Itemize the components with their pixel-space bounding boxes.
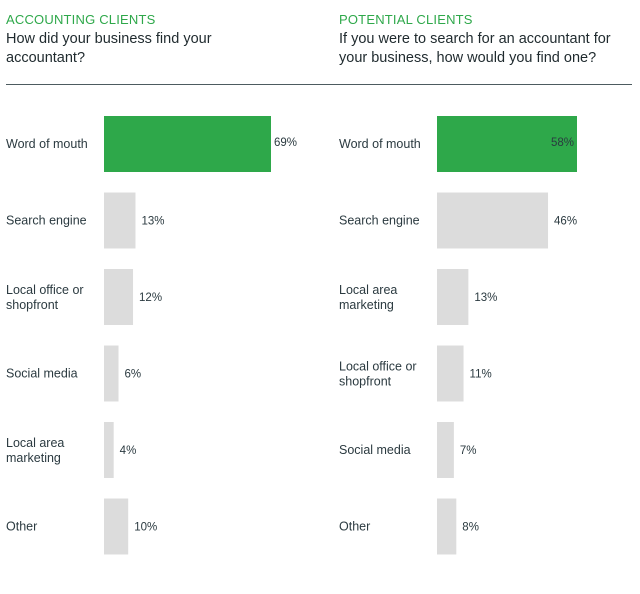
- left-panel-header: ACCOUNTING CLIENTS How did your business…: [6, 12, 296, 68]
- left-category-label-5: Local area marketing: [6, 436, 64, 465]
- right-panel-header: POTENTIAL CLIENTS If you were to search …: [339, 12, 629, 68]
- right-bar-1: [437, 116, 577, 172]
- header-divider: [6, 84, 632, 85]
- left-category-label-3: Local office or shopfront: [6, 283, 84, 312]
- right-category-label-3-line-2: marketing: [339, 298, 394, 312]
- right-bar-6: [437, 498, 457, 555]
- left-value-label-6: 10%: [134, 522, 157, 534]
- right-category-label-4-line-1: Local office or: [339, 360, 417, 374]
- right-bar-3: [437, 269, 469, 325]
- right-question-line-2: your business, how would you find one?: [339, 50, 597, 66]
- right-category-label-5-line-1: Social media: [339, 443, 411, 457]
- left-category-label-1-line-1: Word of mouth: [6, 137, 88, 151]
- left-question-line-1: How did your business find your: [6, 31, 212, 47]
- left-bar-6: [104, 498, 129, 555]
- left-category-label-3-line-1: Local office or: [6, 283, 84, 297]
- left-bar-1: [104, 116, 271, 172]
- left-value-label-4: 6%: [125, 369, 142, 381]
- left-category-label-4-line-1: Social media: [6, 367, 78, 381]
- right-value-label-5: 7%: [460, 445, 477, 457]
- left-category-label-4: Social media: [6, 367, 78, 381]
- left-value-label-2: 13%: [141, 216, 164, 228]
- right-value-label-6: 8%: [462, 522, 479, 534]
- left-panel-question: How did your business find your accounta…: [6, 30, 296, 68]
- left-bar-4: [104, 345, 119, 402]
- right-question-line-1: If you were to search for an accountant …: [339, 31, 611, 47]
- left-value-label-5: 4%: [120, 445, 137, 457]
- left-category-label-1: Word of mouth: [6, 137, 88, 151]
- right-category-label-5: Social media: [339, 443, 411, 457]
- left-category-label-6-line-1: Other: [6, 520, 37, 534]
- left-value-label-1: 69%: [274, 137, 297, 149]
- right-bar-2: [437, 192, 549, 249]
- left-category-label-5-line-2: marketing: [6, 451, 61, 465]
- left-bar-2: [104, 192, 136, 249]
- right-category-label-6-line-1: Other: [339, 520, 370, 534]
- left-question-line-2: accountant?: [6, 50, 86, 66]
- right-panel-kicker: POTENTIAL CLIENTS: [339, 12, 473, 27]
- right-value-label-3: 13%: [474, 292, 497, 304]
- left-category-label-5-line-1: Local area: [6, 436, 64, 450]
- left-category-label-2: Search engine: [6, 214, 87, 228]
- right-category-label-3-line-1: Local area: [339, 283, 397, 297]
- left-bar-3: [104, 269, 134, 325]
- left-value-label-3: 12%: [139, 292, 162, 304]
- right-category-label-4: Local office or shopfront: [339, 360, 417, 389]
- right-value-label-2: 46%: [554, 216, 577, 228]
- left-panel-kicker: ACCOUNTING CLIENTS: [6, 12, 156, 27]
- right-category-label-6: Other: [339, 520, 370, 534]
- right-bar-4: [437, 345, 464, 402]
- right-value-label-4: 11%: [470, 369, 492, 381]
- right-panel-question: If you were to search for an accountant …: [339, 30, 629, 68]
- right-bar-5: [437, 422, 454, 478]
- left-category-label-2-line-1: Search engine: [6, 214, 87, 228]
- right-category-label-2-line-1: Search engine: [339, 214, 420, 228]
- right-category-label-1-line-1: Word of mouth: [339, 137, 421, 151]
- left-category-label-6: Other: [6, 520, 37, 534]
- right-category-label-4-line-2: shopfront: [339, 375, 392, 389]
- right-category-label-2: Search engine: [339, 214, 420, 228]
- right-category-label-1: Word of mouth: [339, 137, 421, 151]
- right-category-label-3: Local area marketing: [339, 283, 397, 312]
- right-value-label-1: 58%: [551, 137, 574, 149]
- left-category-label-3-line-2: shopfront: [6, 298, 59, 312]
- left-bar-5: [104, 422, 114, 478]
